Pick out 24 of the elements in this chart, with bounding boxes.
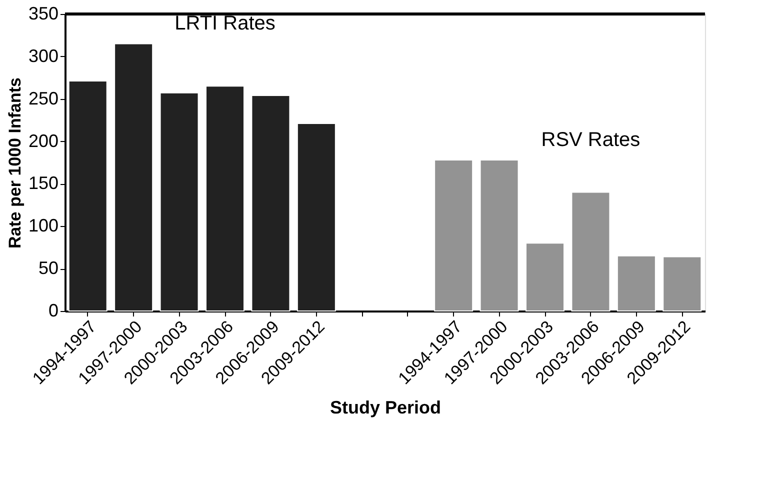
y-tick-label: 50 xyxy=(38,258,58,278)
bar xyxy=(571,192,610,312)
bar xyxy=(434,159,474,312)
bar xyxy=(662,256,702,312)
bar xyxy=(526,242,564,312)
y-tick-label: 350 xyxy=(28,4,58,24)
y-tick-label: 200 xyxy=(28,130,58,151)
x-axis-title: Study Period xyxy=(330,397,442,418)
bar xyxy=(114,43,154,312)
bar xyxy=(480,159,519,312)
y-axis-title: Rate per 1000 Infants xyxy=(5,77,24,249)
series-label: RSV Rates xyxy=(541,128,640,151)
y-tick-label: 0 xyxy=(48,300,58,320)
y-tick-label: 250 xyxy=(28,88,58,108)
y-tick-label: 100 xyxy=(28,216,58,236)
bar xyxy=(251,94,290,312)
bar xyxy=(616,255,656,312)
bar xyxy=(296,122,336,312)
y-tick-label: 300 xyxy=(28,46,58,66)
bar xyxy=(68,80,108,312)
series-label: LRTI Rates xyxy=(174,12,276,35)
bar xyxy=(206,86,244,312)
y-tick-label: 150 xyxy=(28,173,58,194)
bar xyxy=(160,92,199,312)
